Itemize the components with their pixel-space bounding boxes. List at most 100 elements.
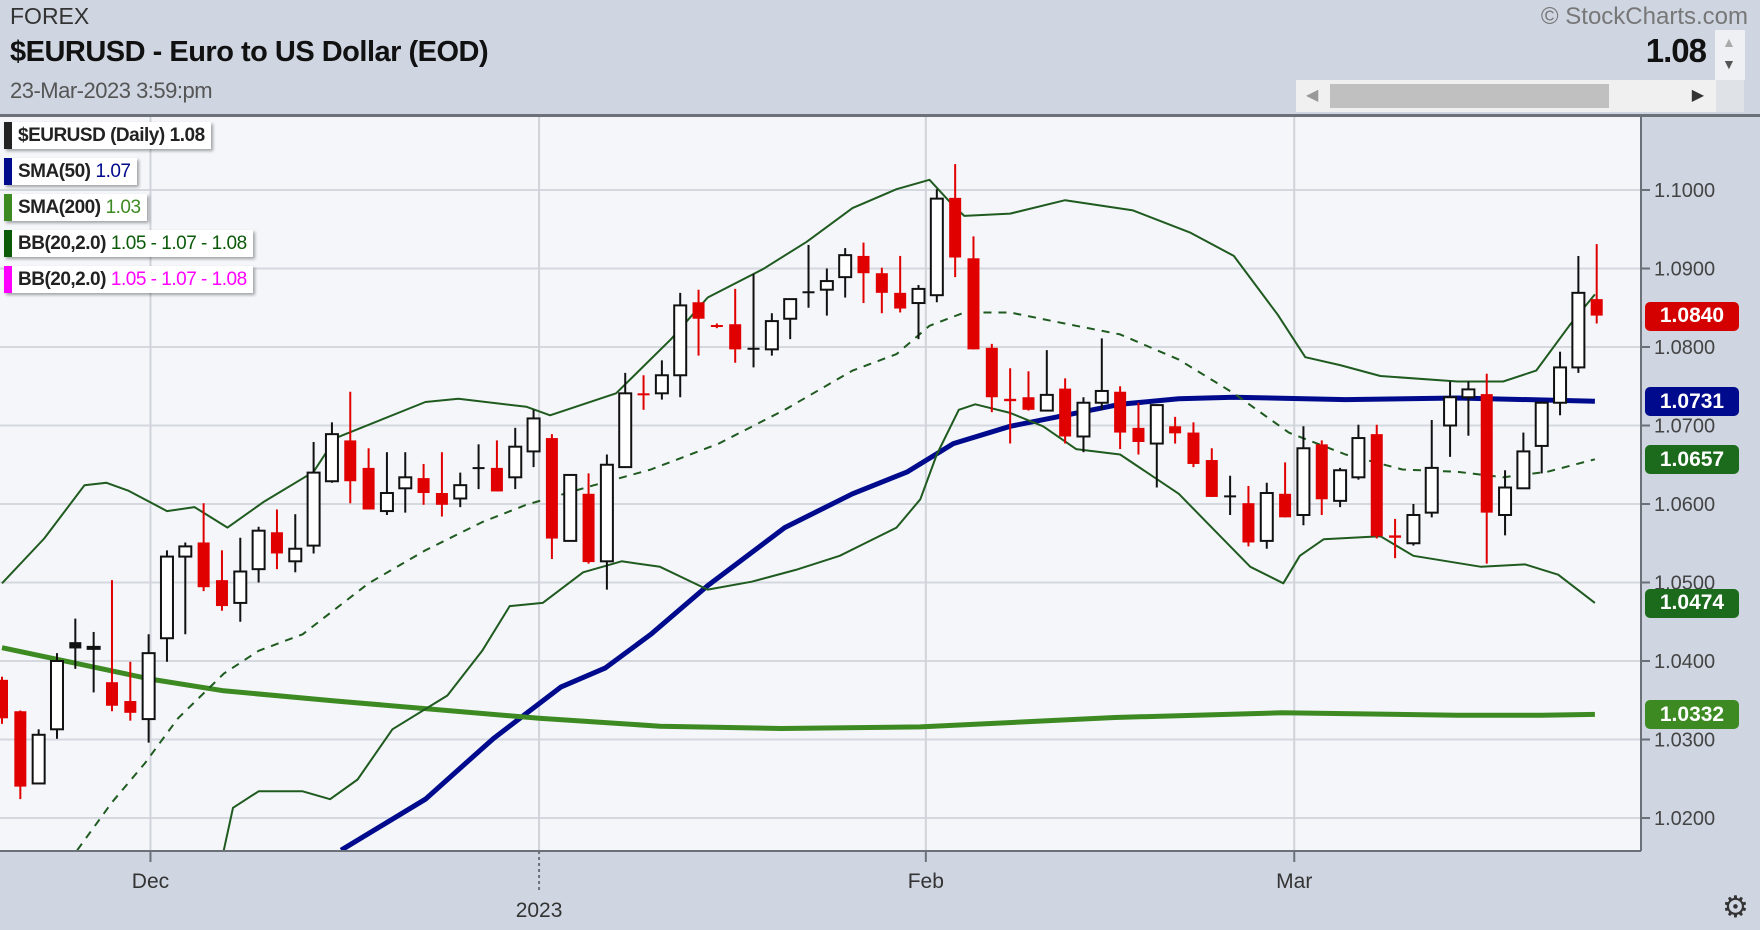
candle bbox=[1022, 371, 1035, 411]
candle bbox=[545, 434, 558, 559]
candle-body bbox=[306, 471, 321, 547]
spinner[interactable]: ▲ ▼ bbox=[1715, 30, 1745, 80]
candle-body bbox=[398, 476, 413, 490]
candle-body bbox=[637, 393, 650, 396]
candle-body bbox=[1389, 535, 1402, 538]
candle bbox=[1094, 338, 1109, 410]
candle bbox=[251, 526, 266, 583]
candle-body bbox=[1370, 434, 1383, 537]
candle bbox=[764, 313, 779, 356]
candle-body bbox=[857, 255, 870, 274]
candle bbox=[563, 473, 578, 542]
legend-value: 1.05 - 1.07 - 1.08 bbox=[110, 268, 247, 290]
candle-body bbox=[1590, 299, 1603, 316]
candle-body bbox=[967, 258, 980, 350]
scroll-up-icon[interactable]: ▲ bbox=[1722, 34, 1736, 50]
candle bbox=[490, 440, 503, 492]
candle-body bbox=[215, 580, 228, 607]
candle bbox=[710, 323, 723, 329]
candle-body bbox=[1534, 401, 1549, 447]
candle bbox=[379, 452, 394, 515]
candle bbox=[857, 242, 870, 304]
candle bbox=[270, 509, 283, 570]
candle bbox=[929, 189, 944, 303]
candle-body bbox=[105, 682, 118, 706]
candle-body bbox=[545, 438, 558, 539]
candle bbox=[985, 343, 998, 413]
legend-value: 1.08 bbox=[169, 124, 205, 146]
candle-body bbox=[802, 291, 815, 294]
candle bbox=[1370, 424, 1383, 539]
scroll-left-icon[interactable]: ◀ bbox=[1306, 87, 1319, 104]
candle-body bbox=[197, 542, 210, 588]
candle bbox=[1590, 244, 1603, 324]
candle-body bbox=[747, 347, 760, 350]
candle bbox=[599, 454, 614, 590]
candle-body bbox=[838, 254, 853, 279]
gear-icon[interactable]: ⚙ bbox=[1722, 891, 1749, 924]
candle bbox=[618, 372, 633, 469]
candle bbox=[178, 542, 193, 635]
candle bbox=[233, 537, 248, 622]
candle bbox=[1076, 397, 1091, 453]
candle bbox=[69, 618, 82, 669]
candle-body bbox=[582, 493, 595, 563]
candle bbox=[1242, 485, 1255, 547]
legend-value: 1.03 bbox=[105, 196, 141, 218]
candle-body bbox=[49, 660, 64, 731]
candle-body bbox=[764, 320, 779, 351]
candle bbox=[1114, 386, 1127, 450]
candle-body bbox=[1351, 437, 1366, 479]
chart-title: $EURUSD - Euro to US Dollar (EOD) bbox=[10, 36, 489, 68]
price-label: 1.0474 bbox=[1645, 588, 1739, 618]
candle bbox=[1149, 404, 1164, 488]
candle-body bbox=[599, 463, 614, 563]
candle bbox=[747, 273, 760, 368]
legend-item[interactable]: BB(20,2.0) 1.05 - 1.07 - 1.08 bbox=[4, 230, 253, 257]
candle-body bbox=[618, 392, 633, 469]
x-axis-area bbox=[0, 851, 1760, 930]
horizontal-scrollbar[interactable]: ◀ ▶ bbox=[1296, 80, 1744, 112]
candle-body bbox=[1259, 492, 1274, 542]
candle bbox=[1443, 381, 1458, 457]
legend-value: 1.05 - 1.07 - 1.08 bbox=[110, 232, 247, 254]
candle bbox=[1259, 482, 1274, 549]
candle bbox=[324, 422, 339, 483]
candle-body bbox=[783, 298, 798, 320]
legend-label: $EURUSD (Daily) bbox=[18, 124, 165, 146]
candle-body bbox=[324, 433, 339, 483]
candle-body bbox=[453, 484, 468, 500]
legend-item[interactable]: SMA(50) 1.07 bbox=[4, 158, 137, 185]
candle bbox=[692, 289, 705, 356]
candle-body bbox=[949, 197, 962, 258]
candle-body bbox=[729, 324, 742, 350]
legend-item[interactable]: BB(20,2.0) 1.05 - 1.07 - 1.08 bbox=[4, 266, 253, 293]
candle-body bbox=[894, 292, 907, 309]
candle-body bbox=[69, 642, 82, 649]
legend-item[interactable]: SMA(200) 1.03 bbox=[4, 194, 147, 221]
candle bbox=[1004, 368, 1017, 444]
candle bbox=[472, 444, 485, 490]
candle-body bbox=[1333, 469, 1348, 502]
candle bbox=[105, 580, 118, 712]
scroll-right-icon[interactable]: ▶ bbox=[1691, 87, 1704, 104]
candle bbox=[582, 473, 595, 564]
scrollbar-thumb[interactable] bbox=[1330, 84, 1609, 108]
candle-body bbox=[1076, 401, 1091, 438]
candle bbox=[1480, 373, 1493, 564]
candle-body bbox=[819, 280, 834, 291]
legend-item[interactable]: $EURUSD (Daily) 1.08 bbox=[4, 122, 211, 149]
candle-body bbox=[178, 545, 193, 558]
candle-body bbox=[1406, 513, 1421, 545]
legend-swatch bbox=[4, 194, 12, 221]
candle-body bbox=[1279, 493, 1292, 518]
candle-body bbox=[124, 701, 137, 713]
scroll-down-icon[interactable]: ▼ bbox=[1722, 56, 1736, 72]
plot-area bbox=[0, 117, 1641, 851]
price-label: 1.0731 bbox=[1645, 387, 1739, 417]
candle bbox=[838, 248, 853, 298]
candle bbox=[1553, 351, 1568, 416]
candle-body bbox=[1149, 404, 1164, 445]
candle-body bbox=[1480, 394, 1493, 513]
